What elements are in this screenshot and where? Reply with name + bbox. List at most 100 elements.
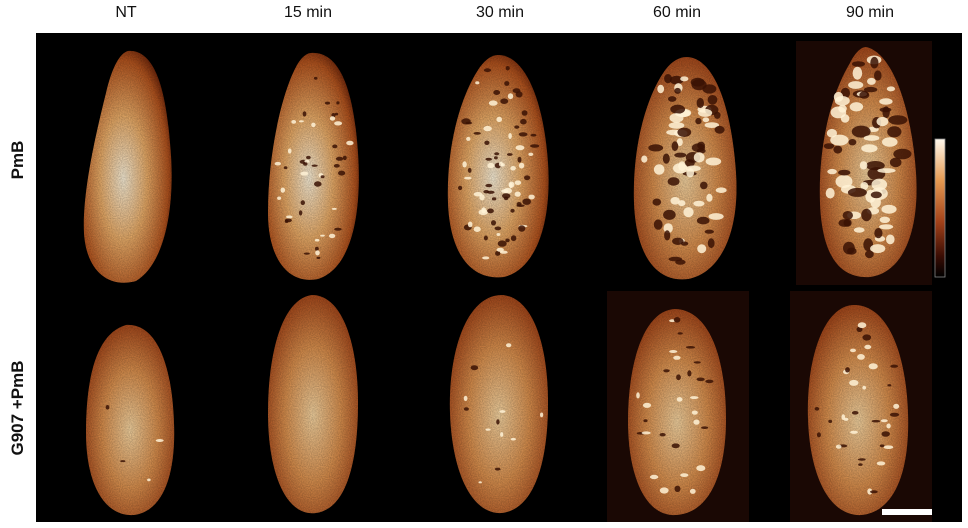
aggregate [673, 355, 681, 360]
aggregate [653, 219, 663, 230]
aggregate [833, 145, 843, 154]
column-label-nt: NT [115, 4, 137, 21]
aggregate [300, 200, 305, 206]
aggregate [876, 461, 886, 466]
aggregate [700, 181, 708, 190]
aggregate [517, 156, 522, 163]
aggregate [828, 419, 833, 423]
aggregate [528, 194, 535, 200]
aggregate [506, 153, 513, 156]
aggregate [867, 488, 873, 495]
aggregate [514, 180, 522, 185]
aggregate [882, 137, 898, 147]
aggregate [510, 437, 516, 441]
aggregate [879, 216, 890, 223]
aggregate [530, 144, 540, 148]
aggregate [678, 161, 686, 172]
aggregate [283, 166, 288, 170]
aggregate [494, 467, 501, 471]
aggregate [890, 364, 899, 368]
aggregate [893, 403, 900, 409]
aggregate [486, 190, 495, 194]
aggregate [495, 250, 501, 256]
aggregate [277, 196, 282, 200]
aggregate [816, 432, 821, 438]
aggregate [485, 157, 492, 161]
aggregate [503, 187, 512, 194]
aggregate [346, 140, 354, 146]
aggregate [512, 88, 521, 94]
aggregate [887, 126, 902, 138]
aggregate [662, 153, 670, 164]
cell-g907-nt [86, 324, 175, 516]
aggregate [329, 116, 336, 121]
aggregate [306, 155, 311, 160]
aggregate [835, 444, 842, 449]
aggregate [483, 235, 488, 241]
aggregate [886, 234, 895, 245]
aggregate [714, 125, 725, 134]
aggregate [494, 152, 500, 156]
aggregate [858, 463, 863, 466]
aggregate [680, 76, 689, 82]
aggregate [483, 68, 492, 73]
aggregate [676, 374, 681, 381]
aggregate [482, 256, 490, 260]
aggregate [857, 354, 865, 360]
aggregate [888, 115, 908, 125]
aggregate [849, 102, 864, 112]
aggregate [852, 61, 865, 67]
aggregate [659, 487, 669, 494]
aggregate [313, 76, 318, 80]
aggregate [510, 235, 517, 242]
aggregate [155, 439, 164, 442]
aggregate [669, 75, 684, 85]
aggregate [496, 247, 504, 252]
aggregate [671, 443, 680, 449]
aggregate [331, 207, 337, 210]
aggregate [518, 225, 526, 232]
aggregate [693, 361, 701, 364]
aggregate [871, 178, 888, 191]
aggregate [701, 426, 709, 430]
aggregate [496, 419, 500, 425]
aggregate [316, 256, 321, 259]
aggregate [509, 182, 513, 189]
aggregate [870, 56, 879, 69]
aggregate [494, 226, 502, 231]
aggregate [303, 252, 310, 255]
aggregate [669, 113, 684, 123]
aggregate [702, 117, 710, 123]
aggregate [893, 148, 912, 160]
aggregate [470, 365, 479, 371]
aggregate [485, 183, 493, 188]
aggregate [304, 159, 310, 163]
aggregate [291, 120, 297, 124]
aggregate [335, 156, 344, 161]
aggregate [680, 473, 689, 477]
aggregate [823, 143, 835, 149]
aggregate [303, 162, 308, 166]
aggregate [691, 410, 698, 415]
aggregate [887, 384, 892, 387]
aggregate [298, 210, 303, 216]
column-label-15min: 15 min [283, 4, 333, 21]
aggregate [280, 187, 286, 193]
aggregate [510, 208, 515, 213]
aggregate [676, 138, 683, 147]
aggregate [663, 223, 673, 234]
aggregate [641, 155, 648, 163]
aggregate [520, 118, 527, 125]
aggregate [314, 238, 320, 242]
aggregate [863, 86, 878, 93]
aggregate [853, 227, 865, 233]
aggregate [880, 419, 888, 423]
aggregate [845, 367, 850, 373]
aggregate [696, 148, 706, 154]
aggregate [852, 66, 863, 80]
aggregate [851, 411, 859, 415]
aggregate [643, 419, 648, 423]
aggregate [510, 166, 516, 171]
cell-g907-60min [628, 309, 726, 516]
aggregate [504, 81, 510, 86]
